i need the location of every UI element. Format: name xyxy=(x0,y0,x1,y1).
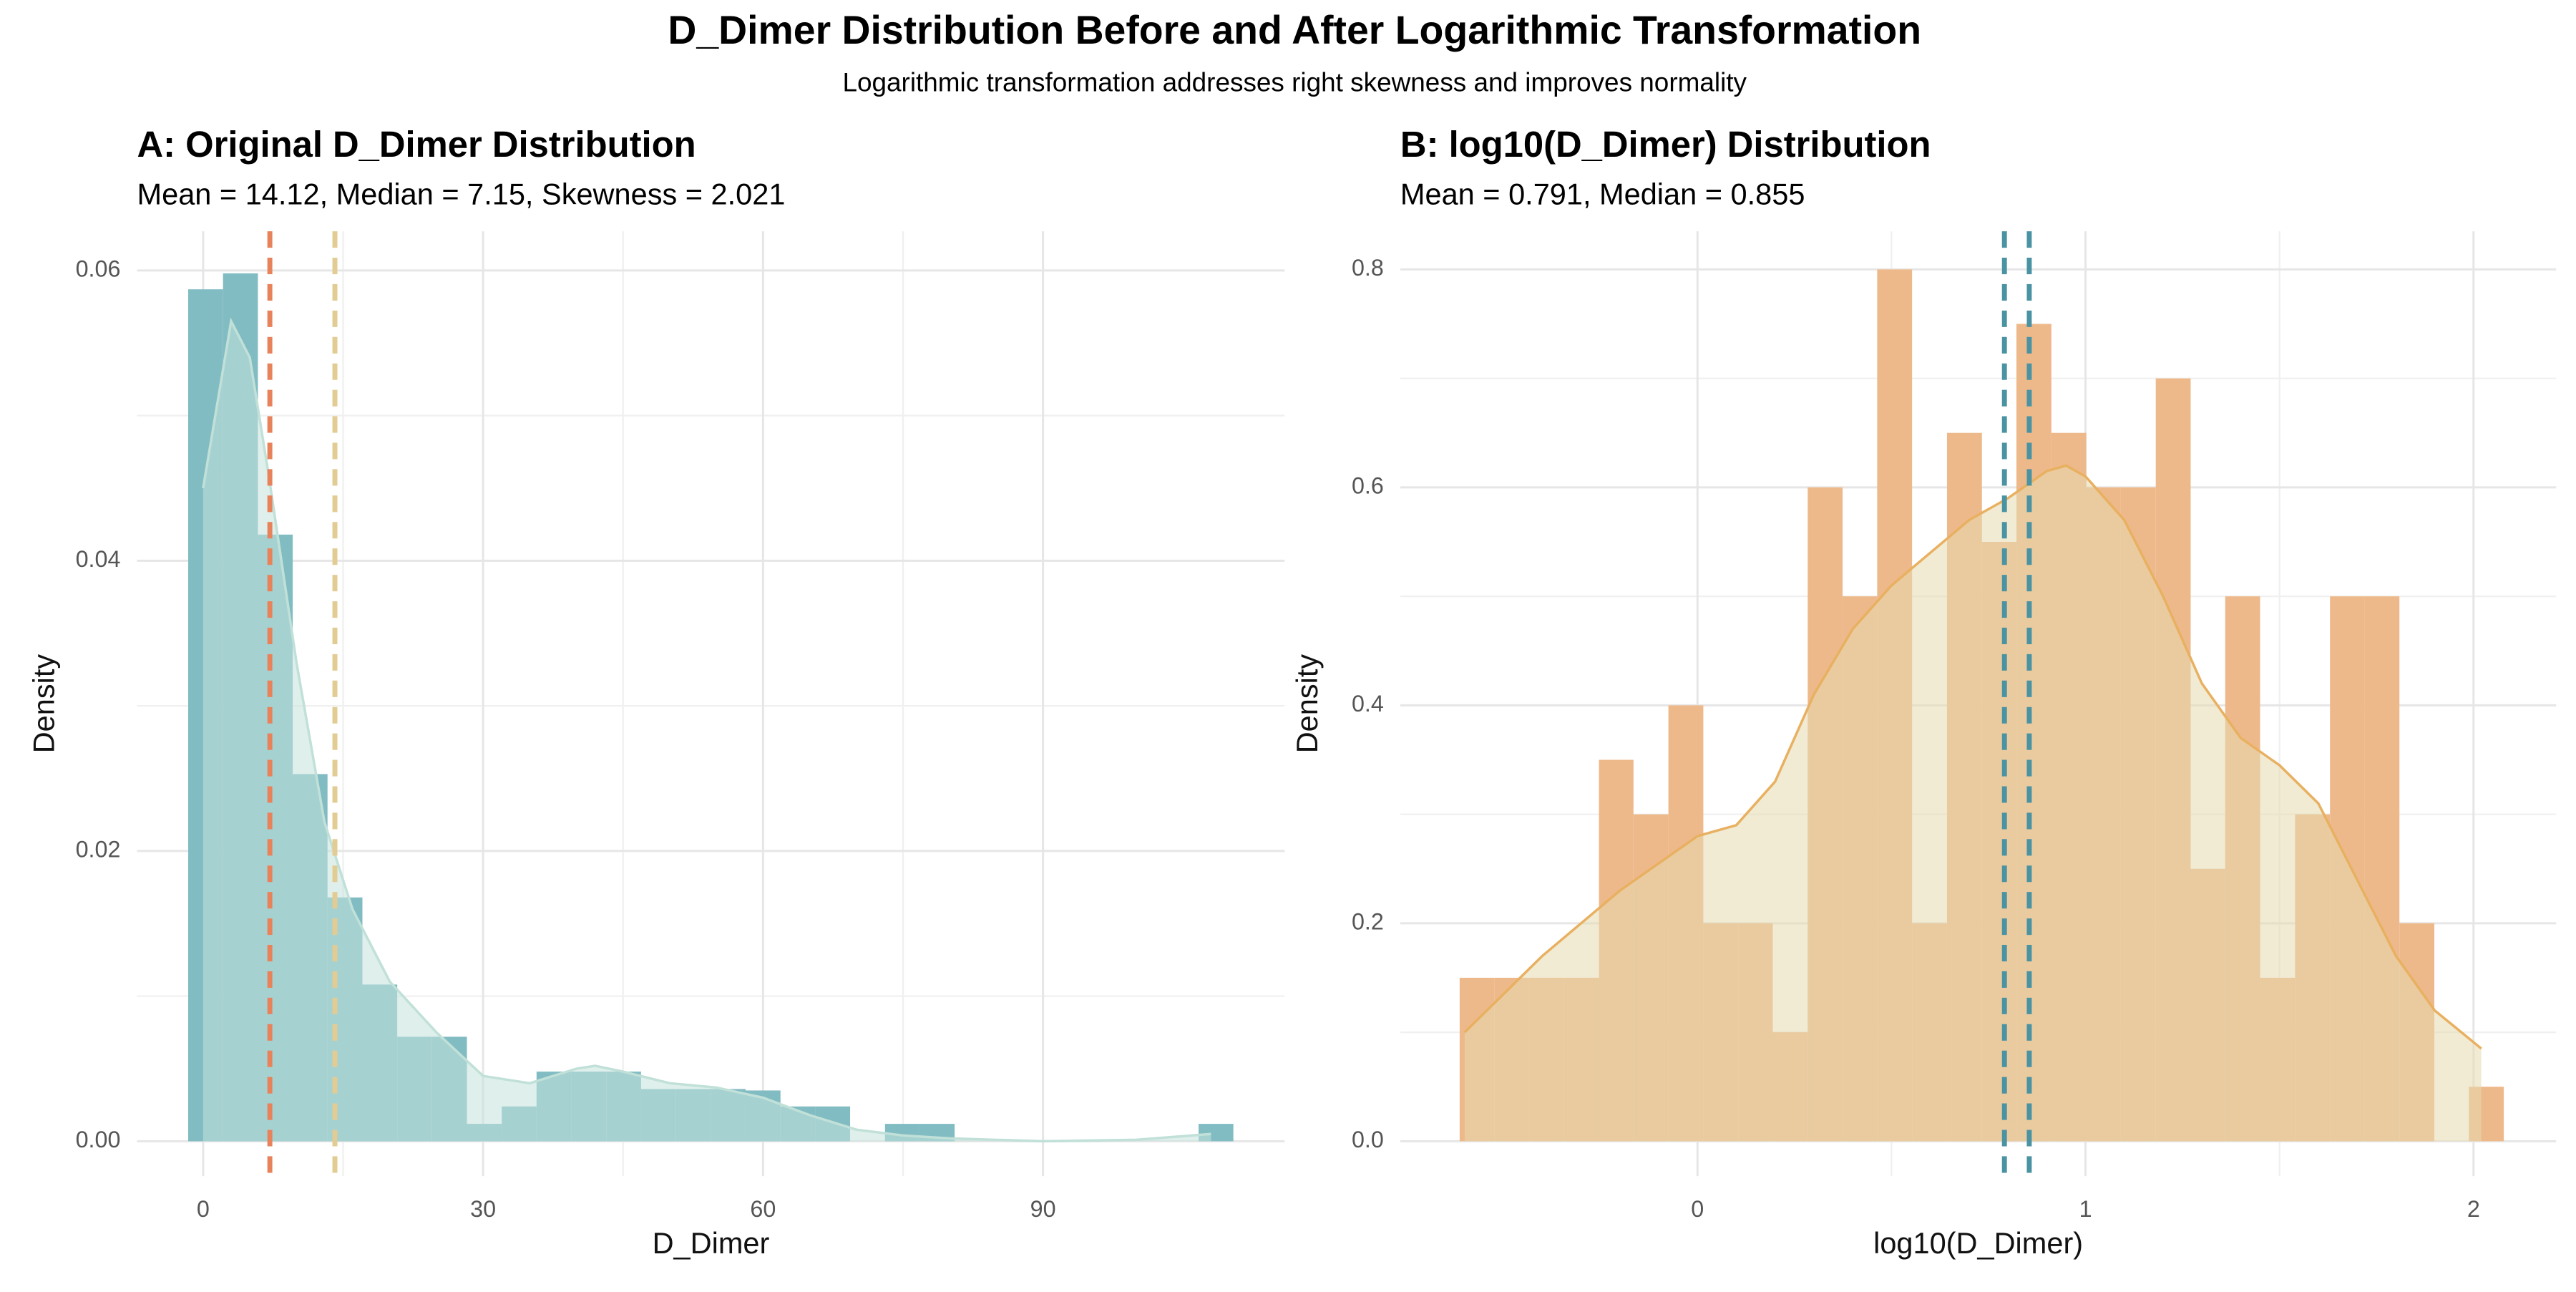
y-axis-title: Density xyxy=(1290,654,1324,754)
x-axis-title: D_Dimer xyxy=(653,1226,770,1260)
figure-subtitle: Logarithmic transformation addresses rig… xyxy=(842,67,1747,97)
y-tick-label: 0.02 xyxy=(76,836,121,862)
y-tick-label: 0.00 xyxy=(76,1127,121,1152)
panel: B: log10(D_Dimer) Distribution Mean = 0.7… xyxy=(1290,124,2557,1260)
density-line xyxy=(202,317,1211,1143)
x-tick-label: 0 xyxy=(197,1196,210,1222)
y-axis-title: Density xyxy=(27,654,61,754)
y-tick-label: 0.8 xyxy=(1352,255,1384,281)
panel-title: A: Original D_Dimer Distribution xyxy=(137,124,696,165)
x-tick-label: 30 xyxy=(470,1196,496,1222)
figure-title: D_Dimer Distribution Before and After Lo… xyxy=(668,8,1921,52)
y-tick-label: 0.06 xyxy=(76,256,121,281)
x-tick-label: 90 xyxy=(1030,1196,1056,1222)
density-line xyxy=(1463,464,2482,1050)
panel-subtitle: Mean = 0.791, Median = 0.855 xyxy=(1400,178,1805,211)
x-tick-label: 1 xyxy=(2079,1196,2092,1222)
x-tick-label: 2 xyxy=(2467,1196,2480,1222)
y-tick-label: 0.04 xyxy=(76,546,121,572)
panel-subtitle: Mean = 14.12, Median = 7.15, Skewness = … xyxy=(137,178,786,211)
y-tick-label: 0.4 xyxy=(1352,691,1384,717)
x-tick-label: 60 xyxy=(750,1196,776,1222)
y-tick-label: 0.2 xyxy=(1352,908,1384,934)
panel-title: B: log10(D_Dimer) Distribution xyxy=(1400,124,1931,165)
y-tick-label: 0.0 xyxy=(1352,1127,1384,1152)
y-tick-label: 0.6 xyxy=(1352,472,1384,498)
density-area xyxy=(1464,465,2482,1142)
panel: A: Original D_Dimer Distribution Mean = 1… xyxy=(27,124,1285,1260)
density-area xyxy=(203,321,1211,1142)
x-tick-label: 0 xyxy=(1691,1196,1704,1222)
x-axis-title: log10(D_Dimer) xyxy=(1873,1226,2083,1260)
